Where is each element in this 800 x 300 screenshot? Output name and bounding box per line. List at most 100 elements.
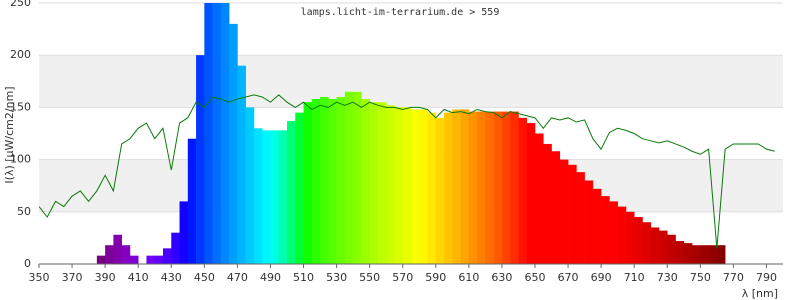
bar xyxy=(576,172,585,264)
bar xyxy=(377,102,387,264)
bar xyxy=(163,248,172,264)
y-tick-label: 250 xyxy=(10,0,31,9)
bar xyxy=(96,255,106,264)
x-axis-label: λ [nm] xyxy=(742,287,778,300)
bar xyxy=(568,164,577,264)
x-tick-label: 650 xyxy=(525,271,546,284)
y-tick-label: 200 xyxy=(10,48,31,61)
bar xyxy=(328,99,337,264)
bar xyxy=(212,3,222,264)
bar xyxy=(270,130,280,264)
x-tick-label: 590 xyxy=(425,271,446,284)
bar xyxy=(592,188,602,264)
x-tick-label: 430 xyxy=(161,271,182,284)
bar xyxy=(601,196,610,264)
bar xyxy=(179,201,189,264)
bar xyxy=(692,245,701,264)
x-tick-label: 510 xyxy=(293,271,314,284)
bar xyxy=(700,245,709,264)
x-tick-label: 710 xyxy=(624,271,645,284)
bar xyxy=(518,117,528,264)
bar xyxy=(427,112,437,264)
x-tick-label: 370 xyxy=(62,271,83,284)
bar xyxy=(477,111,486,264)
bar xyxy=(402,107,412,264)
x-tick-label: 670 xyxy=(558,271,579,284)
bar xyxy=(460,109,470,264)
bar xyxy=(650,227,660,264)
bar xyxy=(229,23,238,264)
bar xyxy=(493,111,503,264)
bar xyxy=(220,3,230,264)
bar xyxy=(278,130,288,264)
bar xyxy=(543,143,552,264)
bar xyxy=(683,243,693,264)
bar xyxy=(584,180,594,264)
bar xyxy=(708,245,718,264)
bar xyxy=(311,99,321,264)
y-tick-label: 50 xyxy=(17,205,31,218)
bar xyxy=(559,159,569,264)
x-tick-label: 790 xyxy=(756,271,777,284)
bar xyxy=(675,241,685,264)
bar xyxy=(535,133,544,264)
x-tick-label: 550 xyxy=(359,271,380,284)
bar xyxy=(253,128,263,264)
bar xyxy=(411,109,420,264)
bar xyxy=(129,255,139,264)
bar xyxy=(609,201,618,264)
bar xyxy=(154,255,164,264)
bar xyxy=(237,65,246,264)
bar xyxy=(501,111,511,264)
bar xyxy=(394,107,404,264)
bar xyxy=(245,107,255,264)
bar xyxy=(485,111,494,264)
axes: 0 50 100 150 200 250 350 370 390 410 430 450 470 490 5… xyxy=(10,0,783,284)
bar xyxy=(295,112,304,264)
x-tick-label: 770 xyxy=(723,271,744,284)
bar xyxy=(146,255,156,264)
bar xyxy=(642,222,652,264)
x-tick-label: 630 xyxy=(491,271,512,284)
x-tick-label: 390 xyxy=(95,271,116,284)
bar xyxy=(196,55,205,264)
bar xyxy=(659,230,668,264)
bar xyxy=(204,3,213,264)
bar xyxy=(435,117,445,264)
bar xyxy=(617,206,627,264)
bar xyxy=(468,111,478,264)
bar xyxy=(262,130,271,264)
bar xyxy=(336,96,346,264)
bar xyxy=(171,232,180,264)
x-tick-label: 750 xyxy=(690,271,711,284)
x-tick-label: 490 xyxy=(260,271,281,284)
bar xyxy=(419,109,428,264)
x-tick-label: 570 xyxy=(392,271,413,284)
x-tick-label: 450 xyxy=(194,271,215,284)
bar xyxy=(444,112,453,264)
x-tick-label: 610 xyxy=(458,271,479,284)
plot xyxy=(39,3,775,264)
bar xyxy=(386,105,395,264)
bar xyxy=(113,234,122,264)
x-tick-label: 690 xyxy=(591,271,612,284)
x-tick-label: 410 xyxy=(128,271,149,284)
bar xyxy=(121,245,131,264)
bar xyxy=(625,211,635,264)
y-tick-label: 100 xyxy=(10,153,31,166)
y-tick-label: 0 xyxy=(24,257,31,270)
bar xyxy=(452,109,461,264)
bar xyxy=(551,151,561,264)
bar xyxy=(361,99,370,264)
bar xyxy=(369,102,379,264)
grid-band xyxy=(39,55,783,108)
bar xyxy=(526,123,536,264)
bar xyxy=(510,111,519,264)
x-tick-label: 530 xyxy=(326,271,347,284)
line xyxy=(39,94,775,249)
bar xyxy=(187,138,197,264)
bar xyxy=(353,91,362,264)
bar xyxy=(105,245,114,264)
bar xyxy=(634,217,643,264)
